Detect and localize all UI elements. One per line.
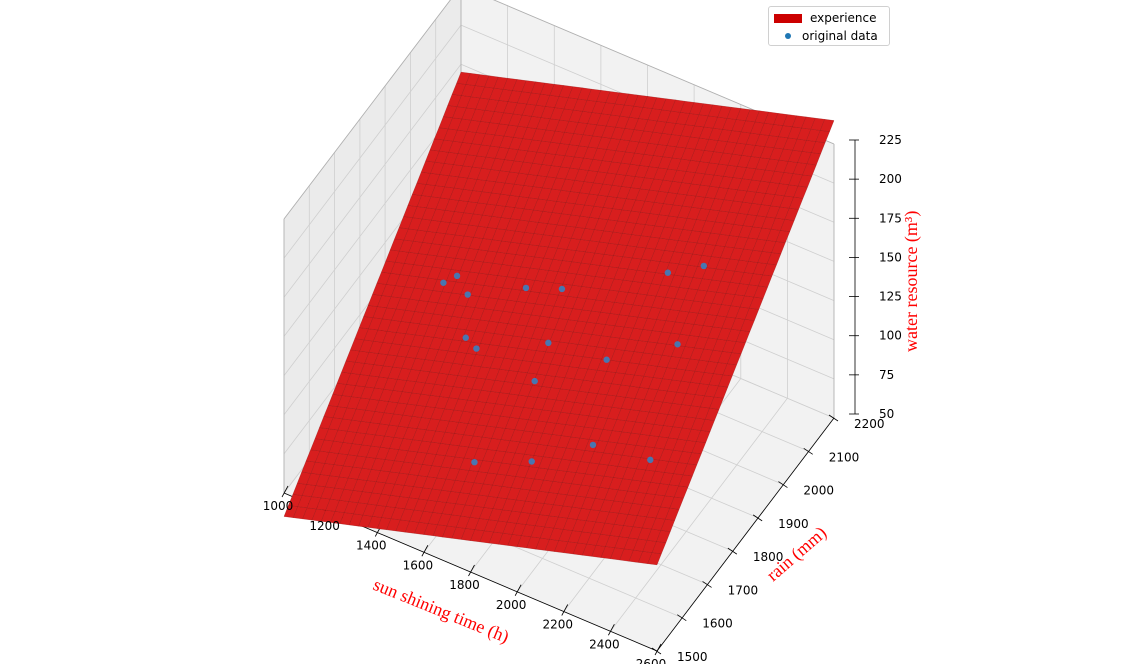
legend: experience original data bbox=[768, 6, 890, 46]
y-tick bbox=[727, 547, 738, 555]
data-point bbox=[589, 441, 597, 449]
data-point bbox=[558, 285, 566, 293]
z-tick-label: 50 bbox=[879, 407, 894, 421]
legend-swatch-experience bbox=[774, 13, 802, 23]
x-tick bbox=[561, 604, 569, 616]
z-tick-label: 150 bbox=[879, 250, 902, 264]
surface-patch bbox=[820, 119, 835, 132]
y-tick bbox=[778, 481, 788, 488]
z-tick-label: 200 bbox=[879, 172, 902, 186]
z-tick-label: 225 bbox=[879, 133, 902, 147]
x-tick-label: 1800 bbox=[449, 578, 480, 592]
legend-item-experience: experience bbox=[769, 9, 877, 27]
y-tick-label: 2200 bbox=[854, 417, 885, 431]
y-tick-label: 1900 bbox=[778, 517, 809, 531]
legend-label-experience: experience bbox=[810, 11, 877, 25]
y-tick-label: 1700 bbox=[728, 583, 759, 597]
x-tick-label: 1000 bbox=[263, 499, 294, 513]
data-point bbox=[462, 334, 469, 341]
x-tick-label: 2400 bbox=[589, 637, 620, 651]
y-tick-label: 1500 bbox=[677, 650, 708, 664]
data-point bbox=[700, 262, 708, 270]
data-point bbox=[464, 291, 471, 298]
data-point bbox=[603, 356, 610, 363]
data-point bbox=[674, 341, 681, 348]
z-tick-label: 100 bbox=[879, 329, 902, 343]
data-point bbox=[471, 458, 478, 466]
x-tick bbox=[608, 624, 615, 636]
x-tick-label: 2000 bbox=[496, 598, 527, 612]
x-tick bbox=[281, 485, 289, 498]
x-tick bbox=[654, 643, 662, 656]
x-tick bbox=[421, 545, 429, 557]
legend-marker-original-data bbox=[785, 33, 791, 39]
data-point bbox=[647, 456, 654, 464]
data-point bbox=[453, 272, 461, 280]
z-tick-label: 75 bbox=[879, 368, 894, 382]
y-tick-label: 2000 bbox=[803, 484, 834, 498]
z-tick-label: 175 bbox=[879, 211, 902, 225]
x-tick-label: 1200 bbox=[309, 519, 340, 533]
y-tick-label: 1600 bbox=[702, 617, 733, 631]
x-tick-label: 2600 bbox=[636, 657, 667, 664]
z-axis-label: water resource (m³) bbox=[901, 211, 922, 352]
z-tick-label: 125 bbox=[879, 290, 902, 304]
y-tick bbox=[651, 647, 662, 655]
y-axis-line bbox=[656, 417, 835, 652]
experience-surface bbox=[283, 71, 835, 566]
x-tick bbox=[514, 584, 522, 596]
y-tick bbox=[677, 614, 687, 622]
legend-item-original-data: original data bbox=[769, 27, 878, 45]
data-point bbox=[531, 377, 538, 385]
y-tick bbox=[803, 447, 813, 455]
legend-label-original-data: original data bbox=[802, 29, 878, 43]
original-data-points bbox=[440, 262, 708, 466]
tick-labels: 1000 1200 1400 1600 1800 2000 2200 2400 2600 1500… bbox=[263, 133, 902, 664]
data-point bbox=[545, 339, 552, 347]
tick-marks bbox=[281, 139, 859, 656]
x-tick-label: 2200 bbox=[542, 618, 573, 632]
top-edge bbox=[283, 0, 835, 220]
data-point bbox=[528, 458, 535, 465]
left-pane bbox=[284, 0, 461, 493]
y-tick-label: 1800 bbox=[753, 550, 784, 564]
data-point bbox=[664, 269, 672, 276]
x-tick bbox=[468, 564, 475, 577]
y-tick bbox=[752, 514, 763, 522]
data-point bbox=[473, 345, 480, 352]
x-tick-label: 1400 bbox=[356, 539, 387, 553]
data-point bbox=[522, 284, 530, 292]
data-point bbox=[440, 279, 447, 286]
x-tick-label: 1600 bbox=[403, 558, 434, 572]
y-tick bbox=[702, 581, 712, 588]
x-axis-label: sun shining time (h) bbox=[370, 574, 512, 648]
y-tick bbox=[828, 414, 839, 422]
y-tick-label: 2100 bbox=[829, 450, 860, 464]
